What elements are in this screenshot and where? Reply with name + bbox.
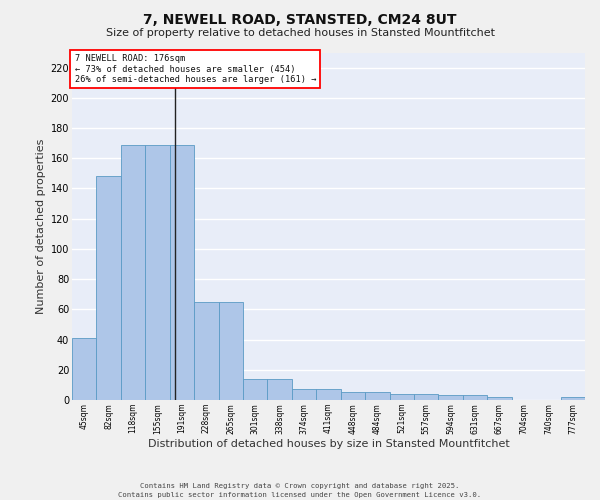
Bar bbox=[97, 176, 121, 400]
X-axis label: Distribution of detached houses by size in Stansted Mountfitchet: Distribution of detached houses by size … bbox=[148, 439, 509, 449]
Y-axis label: Number of detached properties: Number of detached properties bbox=[37, 138, 46, 314]
Bar bbox=[487, 397, 512, 400]
Bar bbox=[243, 379, 268, 400]
Bar bbox=[560, 397, 585, 400]
Bar bbox=[463, 396, 487, 400]
Bar bbox=[389, 394, 414, 400]
Text: 7 NEWELL ROAD: 176sqm
← 73% of detached houses are smaller (454)
26% of semi-det: 7 NEWELL ROAD: 176sqm ← 73% of detached … bbox=[74, 54, 316, 84]
Bar bbox=[121, 144, 145, 400]
Text: Contains HM Land Registry data © Crown copyright and database right 2025.
Contai: Contains HM Land Registry data © Crown c… bbox=[118, 483, 482, 498]
Bar bbox=[170, 144, 194, 400]
Bar bbox=[414, 394, 439, 400]
Bar bbox=[316, 390, 341, 400]
Bar bbox=[341, 392, 365, 400]
Bar bbox=[72, 338, 97, 400]
Bar bbox=[268, 379, 292, 400]
Text: 7, NEWELL ROAD, STANSTED, CM24 8UT: 7, NEWELL ROAD, STANSTED, CM24 8UT bbox=[143, 12, 457, 26]
Bar bbox=[439, 396, 463, 400]
Bar bbox=[194, 302, 218, 400]
Bar bbox=[292, 390, 316, 400]
Text: Size of property relative to detached houses in Stansted Mountfitchet: Size of property relative to detached ho… bbox=[106, 28, 494, 38]
Bar bbox=[145, 144, 170, 400]
Bar bbox=[365, 392, 389, 400]
Bar bbox=[218, 302, 243, 400]
